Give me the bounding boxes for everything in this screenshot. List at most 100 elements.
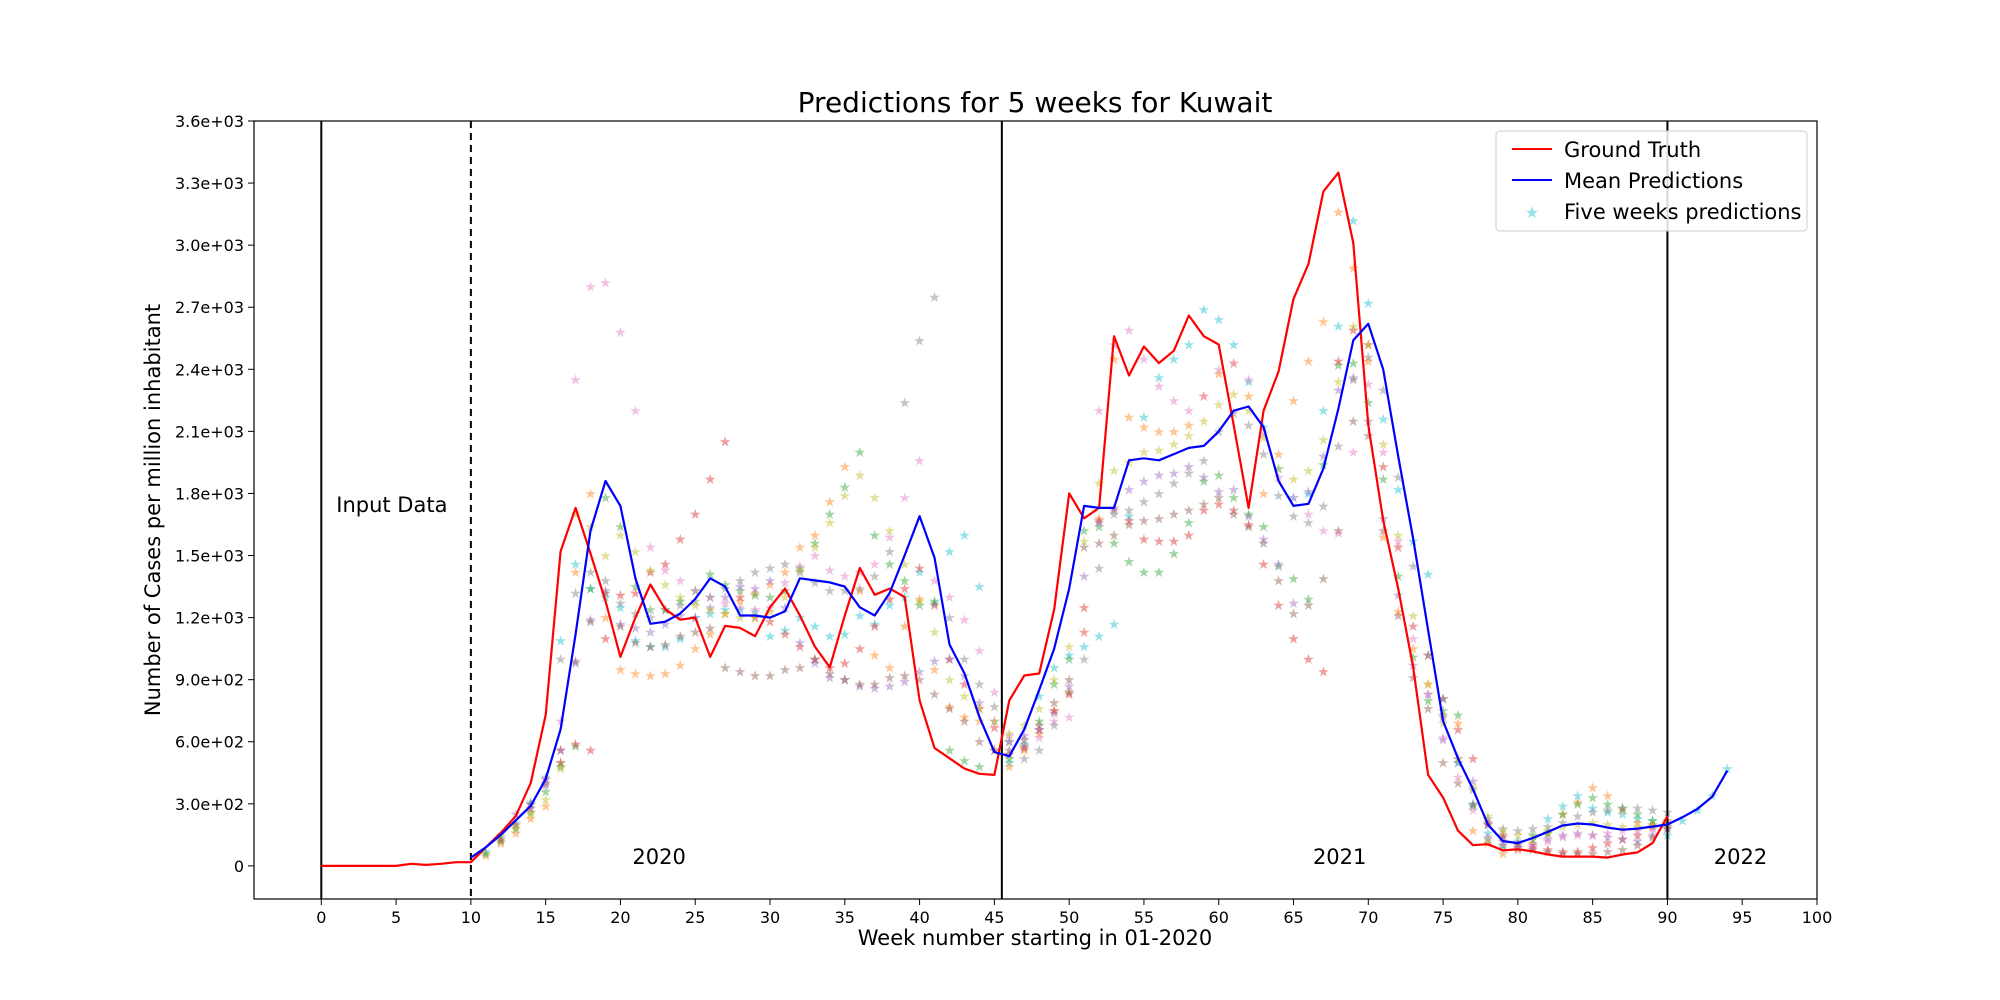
prediction-star: ★ — [1212, 397, 1225, 413]
prediction-star: ★ — [1033, 722, 1046, 738]
prediction-star: ★ — [1287, 631, 1300, 647]
plot-frame — [253, 120, 1818, 900]
y-axis-ticks: 0 3.0e+02 6.0e+02 9.0e+02 1.2e+03 1.5e+03 1.8e… — [175, 112, 254, 876]
prediction-star: ★ — [749, 669, 762, 685]
prediction-star: ★ — [1287, 596, 1300, 612]
prediction-star: ★ — [1063, 679, 1076, 695]
prediction-star: ★ — [794, 635, 807, 651]
prediction-star: ★ — [809, 652, 822, 668]
prediction-star: ★ — [883, 598, 896, 614]
prediction-star: ★ — [1272, 573, 1285, 589]
prediction-star: ★ — [1153, 371, 1166, 387]
prediction-star: ★ — [749, 582, 762, 598]
prediction-star: ★ — [1018, 739, 1031, 755]
prediction-star: ★ — [614, 528, 627, 544]
prediction-star: ★ — [599, 549, 612, 565]
prediction-star: ★ — [1527, 822, 1540, 838]
prediction-star: ★ — [1467, 797, 1480, 813]
prediction-star: ★ — [554, 762, 567, 778]
prediction-star: ★ — [1556, 828, 1569, 844]
prediction-star: ★ — [1138, 410, 1151, 426]
prediction-star: ★ — [943, 673, 956, 689]
prediction-star: ★ — [1556, 799, 1569, 815]
prediction-star: ★ — [824, 563, 837, 579]
prediction-star: ★ — [554, 743, 567, 759]
prediction-star: ★ — [839, 460, 852, 476]
x-tick-label: 90 — [1657, 908, 1677, 927]
prediction-star: ★ — [1362, 354, 1375, 370]
prediction-star: ★ — [584, 582, 597, 598]
prediction-star: ★ — [1422, 693, 1435, 709]
prediction-star: ★ — [1272, 598, 1285, 614]
prediction-star: ★ — [1407, 631, 1420, 647]
prediction-star: ★ — [958, 613, 971, 629]
x-tick-label: 30 — [760, 908, 780, 927]
prediction-star: ★ — [1392, 540, 1405, 556]
prediction-star: ★ — [1242, 520, 1255, 536]
prediction-star: ★ — [569, 557, 582, 573]
prediction-star: ★ — [1003, 760, 1016, 776]
prediction-star: ★ — [659, 640, 672, 656]
prediction-star: ★ — [1392, 609, 1405, 625]
prediction-star: ★ — [704, 472, 717, 488]
prediction-star: ★ — [853, 584, 866, 600]
prediction-star: ★ — [1168, 352, 1181, 368]
x-axis-ticks: 0 5 10 15 20 25 30 35 40 45 50 55 60 65 70 75 80 85 90 95 10… — [316, 899, 1832, 927]
prediction-star: ★ — [1437, 755, 1450, 771]
prediction-star: ★ — [988, 720, 1001, 736]
prediction-star: ★ — [928, 687, 941, 703]
prediction-star: ★ — [1601, 818, 1614, 834]
prediction-star: ★ — [973, 677, 986, 693]
prediction-star: ★ — [1467, 797, 1480, 813]
prediction-star: ★ — [794, 563, 807, 579]
prediction-star: ★ — [1317, 499, 1330, 515]
prediction-star: ★ — [794, 565, 807, 581]
prediction-star: ★ — [1556, 846, 1569, 862]
prediction-star: ★ — [1003, 726, 1016, 742]
prediction-star: ★ — [1093, 520, 1106, 536]
annotation-label: 2020 — [632, 845, 685, 869]
y-tick-label: 1.8e+03 — [175, 484, 244, 503]
prediction-star: ★ — [913, 598, 926, 614]
prediction-star: ★ — [644, 640, 657, 656]
prediction-star: ★ — [1018, 739, 1031, 755]
prediction-star: ★ — [1138, 352, 1151, 368]
prediction-star: ★ — [1168, 424, 1181, 440]
prediction-star: ★ — [644, 540, 657, 556]
prediction-star: ★ — [539, 793, 552, 809]
y-tick-label: 3.6e+03 — [175, 112, 244, 131]
prediction-star: ★ — [809, 540, 822, 556]
prediction-star: ★ — [898, 582, 911, 598]
prediction-star: ★ — [1018, 743, 1031, 759]
prediction-star: ★ — [1512, 828, 1525, 844]
prediction-star: ★ — [1018, 729, 1031, 745]
prediction-star: ★ — [1168, 476, 1181, 492]
prediction-star: ★ — [898, 491, 911, 507]
prediction-star: ★ — [883, 557, 896, 573]
prediction-star: ★ — [599, 631, 612, 647]
prediction-star: ★ — [1063, 685, 1076, 701]
prediction-star: ★ — [599, 573, 612, 589]
prediction-star: ★ — [1242, 373, 1255, 389]
prediction-star: ★ — [1332, 375, 1345, 391]
prediction-star: ★ — [584, 486, 597, 502]
prediction-star: ★ — [629, 633, 642, 649]
prediction-star: ★ — [883, 530, 896, 546]
annotations: Input Data 2020 2021 2022 — [336, 493, 1767, 869]
prediction-star: ★ — [1123, 513, 1136, 529]
prediction-star: ★ — [1422, 567, 1435, 583]
y-tick-label: 3.0e+03 — [175, 236, 244, 255]
prediction-star: ★ — [1197, 389, 1210, 405]
prediction-star: ★ — [1586, 828, 1599, 844]
prediction-star: ★ — [659, 666, 672, 682]
prediction-star: ★ — [1601, 805, 1614, 821]
prediction-star: ★ — [1197, 470, 1210, 486]
prediction-star: ★ — [1257, 520, 1270, 536]
prediction-star: ★ — [1377, 472, 1390, 488]
prediction-star: ★ — [509, 822, 522, 838]
prediction-star: ★ — [868, 681, 881, 697]
prediction-star: ★ — [1332, 524, 1345, 540]
prediction-star: ★ — [1242, 375, 1255, 391]
prediction-star: ★ — [674, 594, 687, 610]
prediction-star: ★ — [1078, 534, 1091, 550]
